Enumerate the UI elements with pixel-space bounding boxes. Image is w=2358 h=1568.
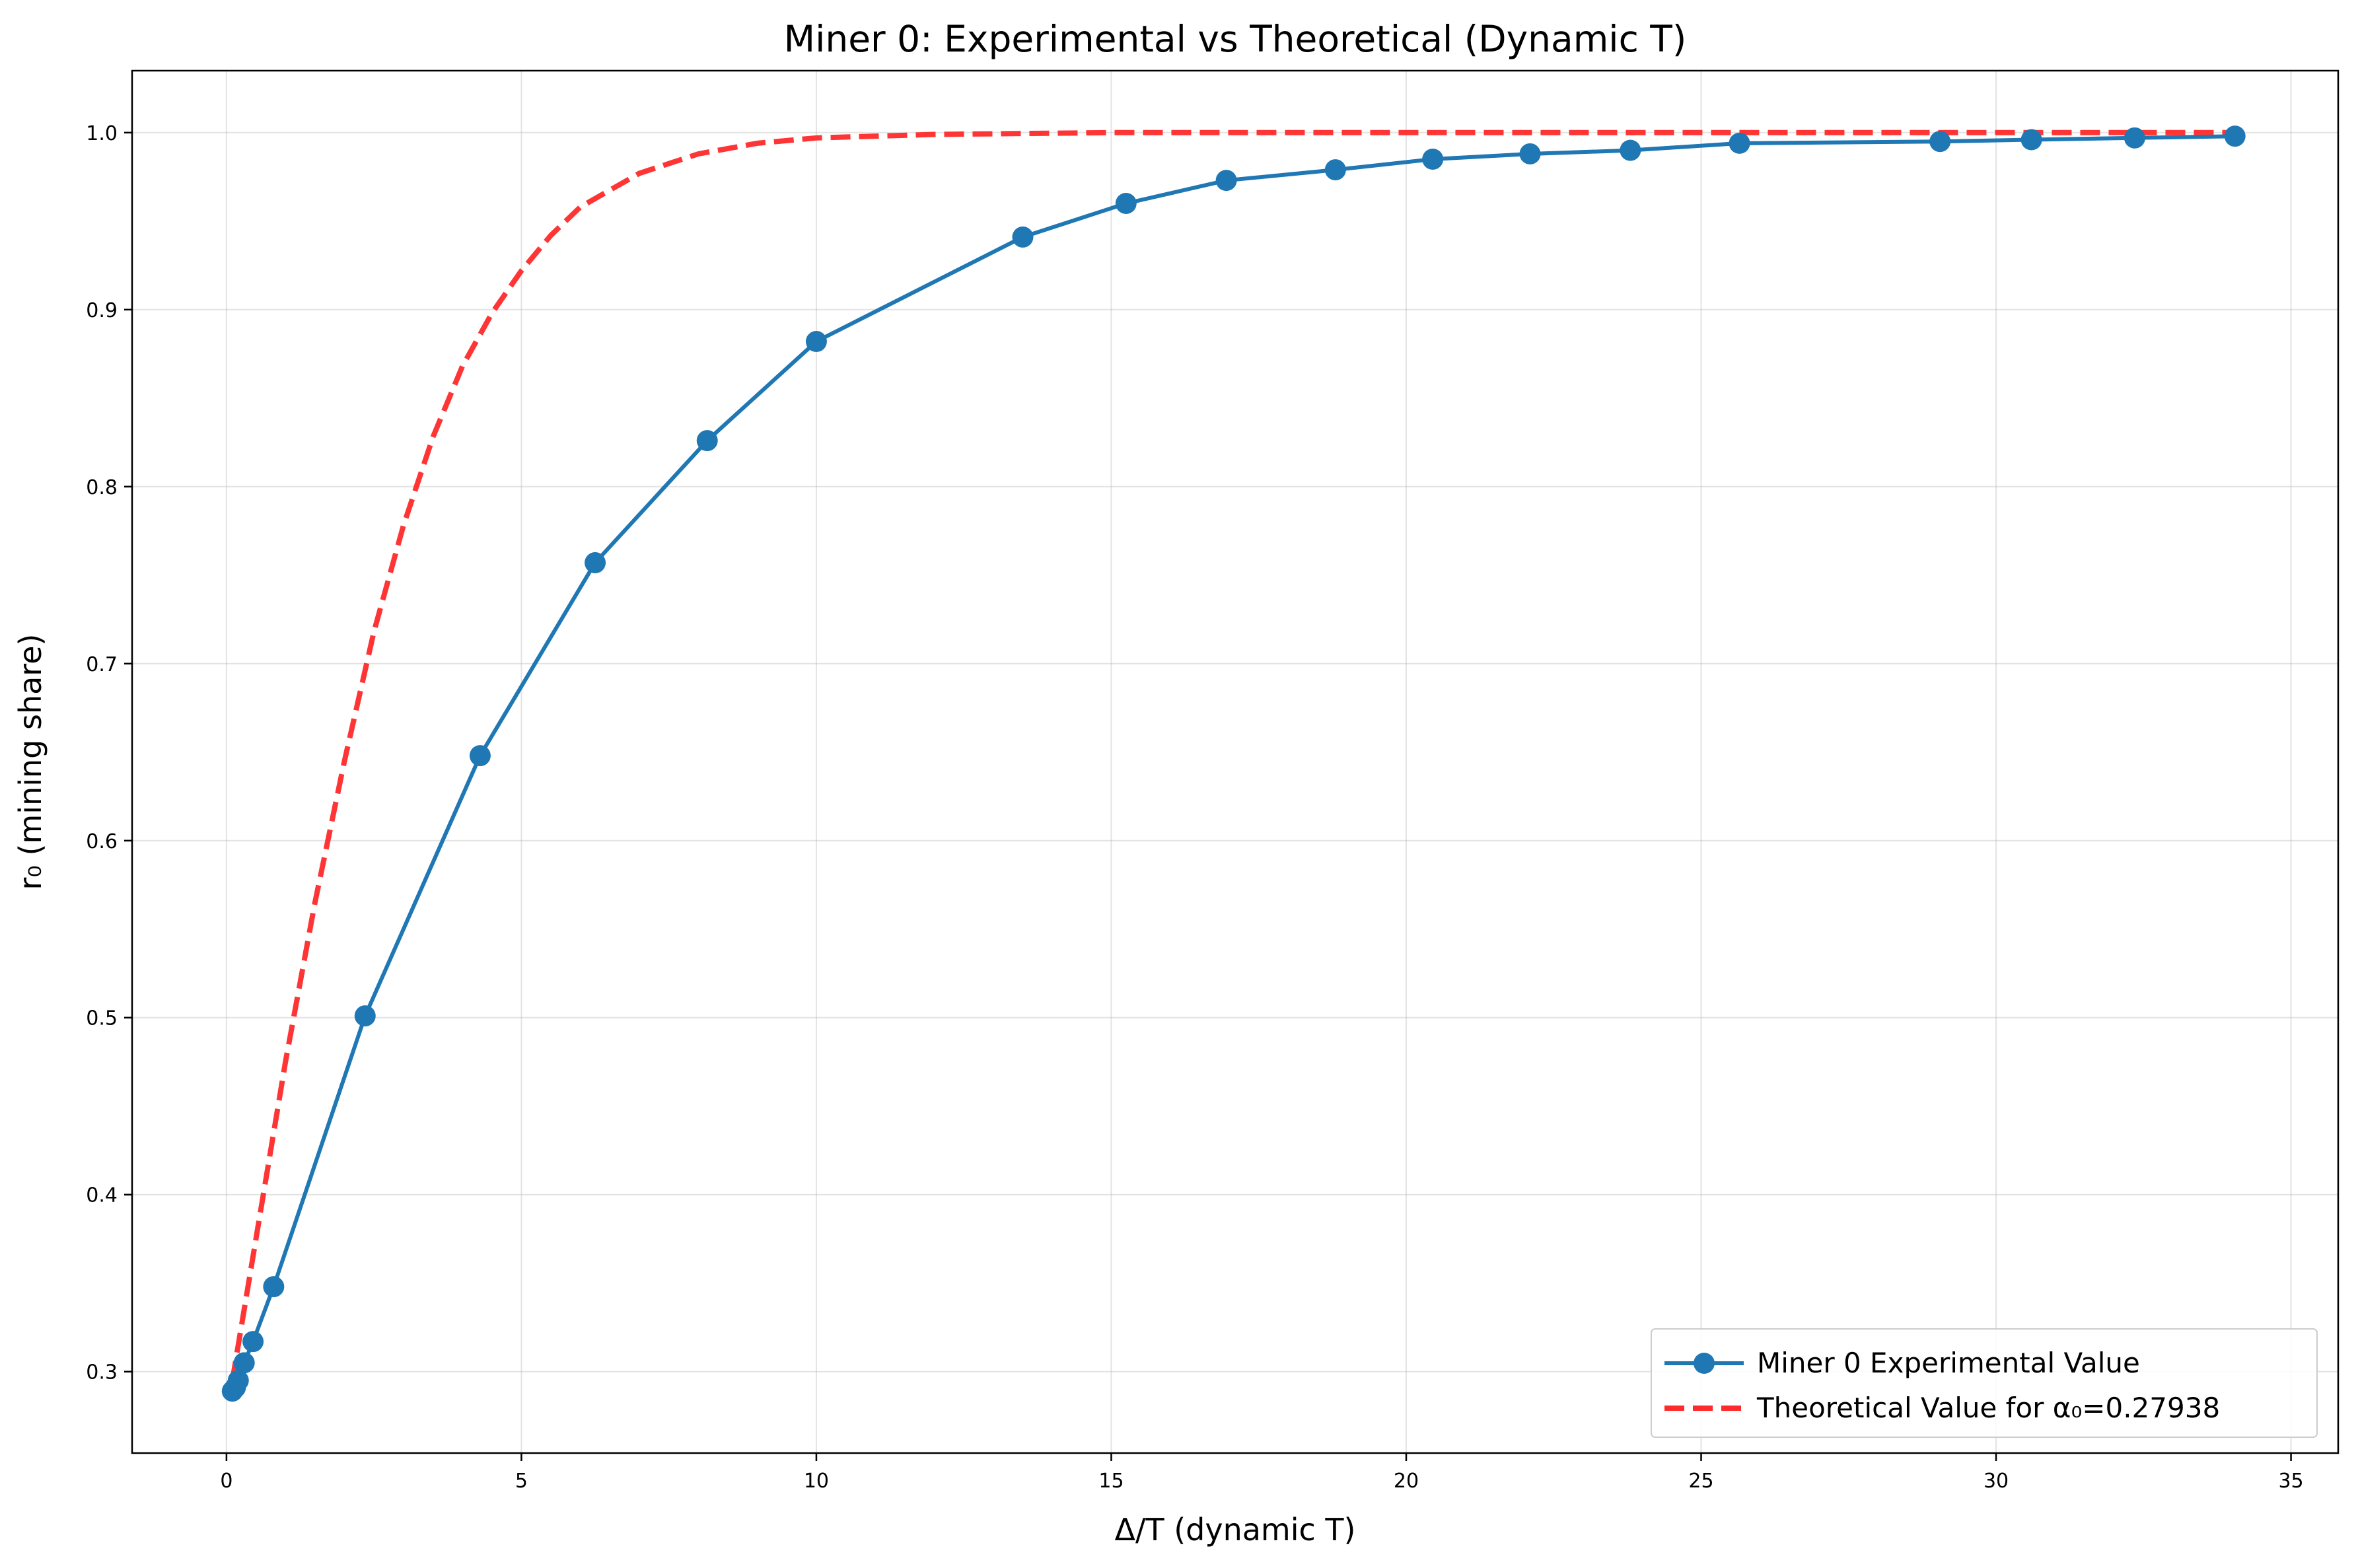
y-tick-label: 0.5 bbox=[86, 1007, 118, 1030]
data-point-experimental bbox=[1620, 139, 1641, 161]
series-line-theoretical bbox=[229, 129, 2233, 1381]
x-tick-label: 20 bbox=[1394, 1470, 1419, 1493]
data-point-experimental bbox=[1115, 192, 1137, 214]
chart-title: Miner 0: Experimental vs Theoretical (Dy… bbox=[784, 18, 1687, 60]
y-tick-label: 0.7 bbox=[86, 653, 118, 676]
grid bbox=[132, 71, 2338, 1453]
x-tick-label: 10 bbox=[804, 1470, 829, 1493]
y-tick-label: 0.3 bbox=[86, 1361, 118, 1384]
data-point-experimental bbox=[2124, 127, 2145, 149]
x-axis-label: Δ/T (dynamic T) bbox=[1115, 1512, 1356, 1548]
ticks: 0 5 10 15 20 25 30 35 0.3 0.4 0.5 0.6 0.7 0.8 0.9 1.0 bbox=[86, 122, 2303, 1493]
data-point-experimental bbox=[469, 745, 491, 767]
legend-swatch-marker-experimental bbox=[1694, 1353, 1715, 1374]
y-tick-label: 0.4 bbox=[86, 1184, 118, 1207]
legend-label-theoretical: Theoretical Value for α₀=0.27938 bbox=[1756, 1392, 2220, 1424]
x-tick-label: 0 bbox=[220, 1470, 232, 1493]
data-point-experimental bbox=[233, 1352, 255, 1374]
legend-box bbox=[1651, 1328, 2318, 1438]
data-point-experimental bbox=[1012, 226, 1034, 248]
y-tick-label: 0.8 bbox=[86, 476, 118, 499]
x-tick-label: 35 bbox=[2278, 1470, 2303, 1493]
plot-frame bbox=[131, 69, 2340, 1454]
y-tick-label: 0.6 bbox=[86, 830, 118, 853]
legend-label-experimental: Miner 0 Experimental Value bbox=[1757, 1347, 2140, 1379]
data-point-experimental bbox=[354, 1005, 376, 1027]
data-point-experimental bbox=[1929, 131, 1951, 153]
y-tick-label: 1.0 bbox=[86, 122, 118, 145]
legend: Miner 0 Experimental Value Theoretical V… bbox=[1651, 1328, 2318, 1438]
y-tick-label: 0.9 bbox=[86, 299, 118, 322]
data-point-experimental bbox=[2224, 125, 2246, 147]
y-axis-label: r₀ (mining share) bbox=[13, 634, 48, 890]
data-point-experimental bbox=[1729, 132, 1750, 154]
data-point-experimental bbox=[1519, 143, 1541, 164]
data-point-experimental bbox=[585, 552, 606, 574]
data-point-experimental bbox=[1422, 148, 1444, 170]
data-point-experimental bbox=[805, 331, 827, 353]
data-point-experimental bbox=[263, 1276, 285, 1298]
series-layer bbox=[221, 125, 2246, 1402]
data-point-experimental bbox=[696, 430, 718, 452]
data-point-experimental bbox=[1324, 159, 1346, 181]
x-tick-label: 5 bbox=[515, 1470, 528, 1493]
x-tick-label: 25 bbox=[1688, 1470, 1713, 1493]
x-tick-label: 15 bbox=[1098, 1470, 1124, 1493]
x-tick-label: 30 bbox=[1983, 1470, 2009, 1493]
data-point-experimental bbox=[227, 1370, 249, 1392]
data-point-experimental bbox=[242, 1331, 264, 1353]
data-point-experimental bbox=[2020, 129, 2042, 151]
data-point-experimental bbox=[1215, 170, 1237, 192]
